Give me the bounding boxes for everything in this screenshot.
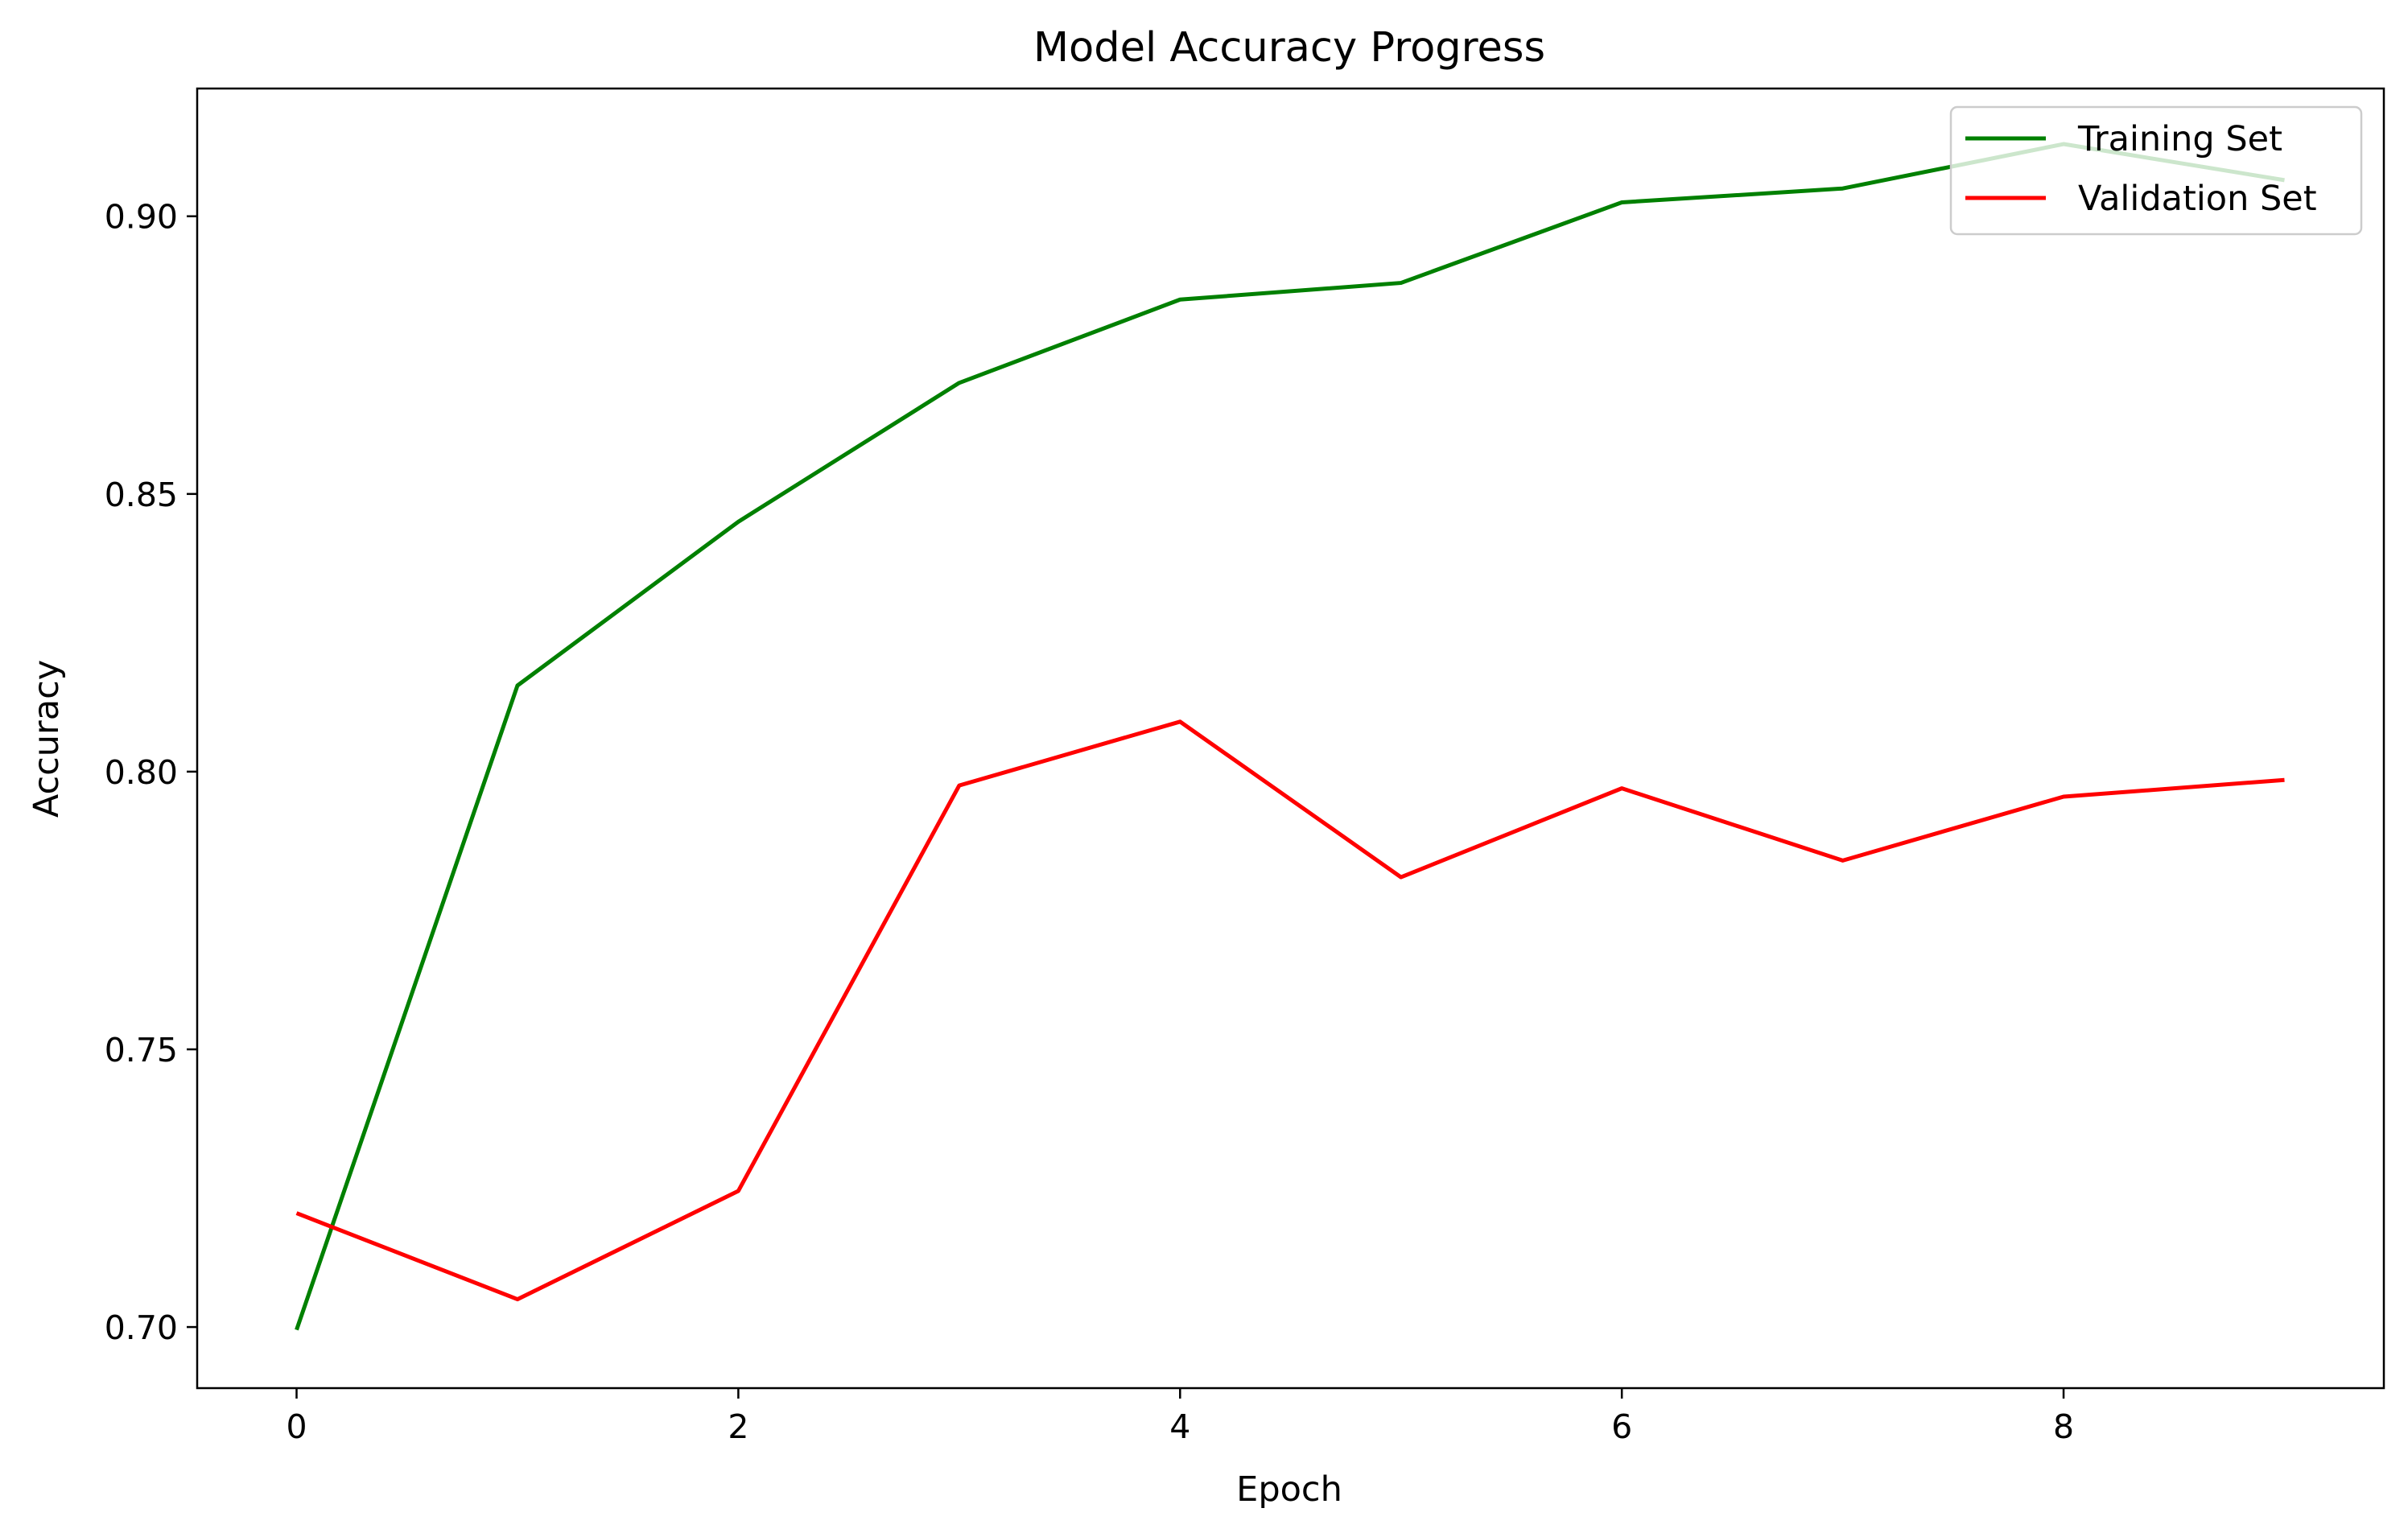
y-tick-label: 0.90	[105, 198, 178, 237]
x-axis-label: Epoch	[1236, 1469, 1342, 1510]
plot-frame	[196, 87, 2385, 1390]
y-axis: 0.70 0.75 0.80 0.85 0.90	[105, 198, 197, 1347]
x-tick-label: 8	[2053, 1407, 2074, 1446]
x-tick-label: 6	[1611, 1407, 1632, 1446]
series-line-validation	[295, 719, 2285, 1302]
legend: Training Set Validation Set	[1949, 105, 2363, 236]
x-axis: 0 2 4 6 8	[286, 1388, 2074, 1446]
y-axis-label: Accuracy	[27, 660, 67, 818]
y-tick-label: 0.80	[105, 753, 178, 792]
y-tick-label: 0.85	[105, 476, 178, 514]
chart-title: Model Accuracy Progress	[1033, 24, 1545, 72]
y-tick-label: 0.75	[105, 1031, 178, 1069]
x-tick-label: 4	[1169, 1407, 1190, 1446]
plot-area	[197, 89, 2384, 1388]
plot-background	[197, 89, 2384, 1388]
legend-frame	[1949, 105, 2363, 236]
y-tick-label: 0.70	[105, 1308, 178, 1347]
legend-label-validation: Validation Set	[2078, 179, 2317, 219]
x-tick-label: 2	[728, 1407, 748, 1446]
legend-label-training: Training Set	[2077, 119, 2282, 159]
x-tick-label: 0	[286, 1407, 307, 1446]
